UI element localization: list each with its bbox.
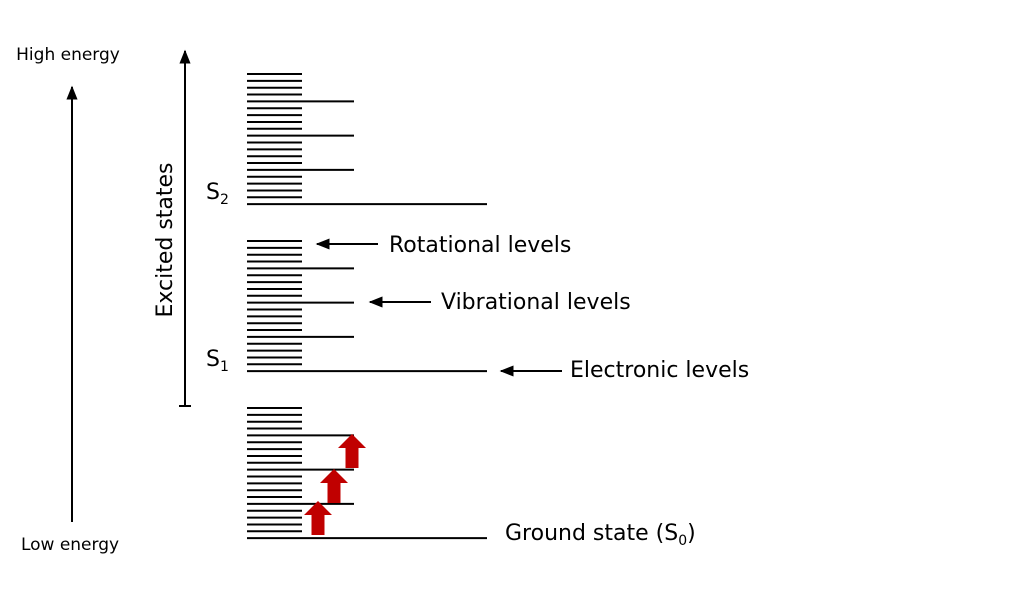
excitation-arrow-2 bbox=[320, 469, 348, 503]
excitation-arrow-1 bbox=[304, 501, 332, 535]
vibrational-levels-label: Vibrational levels bbox=[441, 290, 631, 315]
excited-states-label: Excited states bbox=[153, 162, 178, 317]
state-label-s2: S2 bbox=[206, 180, 229, 208]
excitation-arrows bbox=[304, 434, 366, 535]
electronic-levels-label: Electronic levels bbox=[570, 358, 749, 383]
energy-levels bbox=[247, 73, 487, 540]
low-energy-label: Low energy bbox=[21, 535, 119, 555]
high-energy-label: High energy bbox=[16, 45, 120, 65]
excitation-arrow-3 bbox=[338, 434, 366, 468]
state-label-s1: S1 bbox=[206, 347, 229, 375]
rotational-levels-label: Rotational levels bbox=[389, 233, 571, 258]
ground-state-label: Ground state (S0) bbox=[505, 521, 696, 549]
